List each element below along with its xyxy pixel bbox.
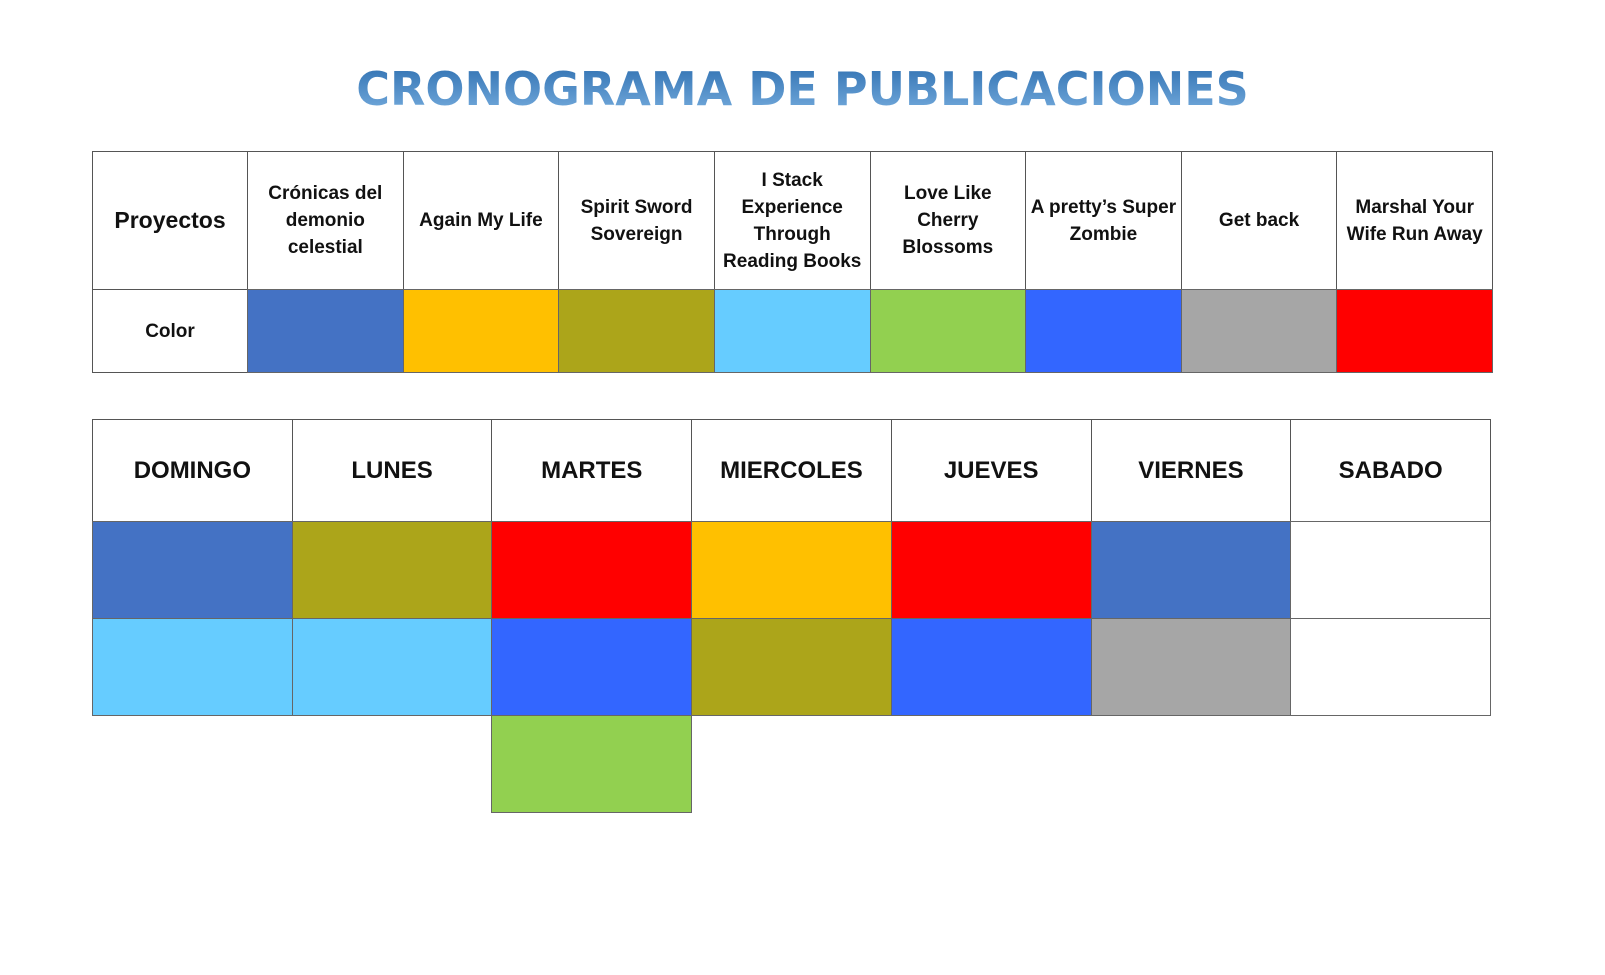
day-header-cell: MIERCOLES — [691, 419, 892, 522]
project-color-swatch — [1336, 289, 1493, 373]
project-name-cell: Spirit Sword Sovereign — [558, 151, 715, 290]
project-color-swatch — [1025, 289, 1182, 373]
schedule-slot — [1090, 521, 1292, 619]
project-name-cell: Marshal Your Wife Run Away — [1336, 151, 1493, 290]
page-title: CRONOGRAMA DE PUBLICACIONES — [0, 62, 1605, 116]
schedule-slot — [491, 618, 693, 716]
project-color-swatch — [402, 289, 560, 373]
project-color-swatch — [869, 289, 1027, 373]
schedule-slot — [92, 618, 293, 716]
day-header-cell: VIERNES — [1090, 419, 1292, 522]
project-name-cell: A pretty’s Super Zombie — [1025, 151, 1182, 290]
schedule-slot — [890, 521, 1092, 619]
schedule-slot — [1290, 618, 1491, 716]
schedule-slot — [291, 618, 493, 716]
schedule-slot — [491, 521, 693, 619]
project-name-cell: Again My Life — [402, 151, 560, 290]
project-name-cell: I Stack Experience Through Reading Books — [713, 151, 871, 290]
schedule-slot — [92, 521, 293, 619]
schedule-slot — [291, 521, 493, 619]
schedule-slot — [691, 521, 892, 619]
project-color-swatch — [713, 289, 871, 373]
schedule-slot — [890, 618, 1092, 716]
day-header-cell: JUEVES — [890, 419, 1092, 522]
project-color-swatch — [247, 289, 404, 373]
day-header-cell: MARTES — [491, 419, 693, 522]
schedule-slot — [691, 618, 892, 716]
projects-header-cell: Proyectos — [92, 151, 248, 290]
color-label-cell: Color — [92, 289, 248, 373]
day-header-cell: SABADO — [1290, 419, 1491, 522]
project-name-cell: Crónicas del demonio celestial — [247, 151, 404, 290]
schedule-slot — [1290, 521, 1491, 619]
schedule-slot — [491, 715, 693, 813]
project-color-swatch — [558, 289, 715, 373]
project-color-swatch — [1180, 289, 1338, 373]
day-header-cell: DOMINGO — [92, 419, 293, 522]
project-name-cell: Get back — [1180, 151, 1338, 290]
day-header-cell: LUNES — [291, 419, 493, 522]
schedule-slot — [1090, 618, 1292, 716]
project-name-cell: Love Like Cherry Blossoms — [869, 151, 1027, 290]
